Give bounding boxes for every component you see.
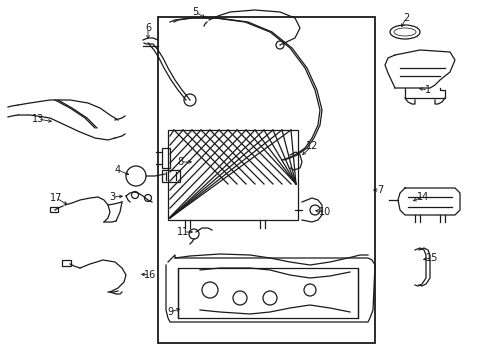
Text: 15: 15 [425,253,437,263]
Text: 4: 4 [115,165,121,175]
Text: 10: 10 [318,207,330,217]
Text: 14: 14 [416,192,428,202]
Bar [168,130,297,220]
Text: 3: 3 [109,192,115,202]
Text: 13: 13 [32,114,44,124]
Text: 11: 11 [177,227,189,237]
Bar [50,207,58,212]
Text: 8: 8 [177,157,183,167]
Text: 17: 17 [50,193,62,203]
Text: 9: 9 [166,307,173,317]
Bar [158,17,374,343]
Text: 1: 1 [424,85,430,95]
Bar [162,148,170,168]
Bar [178,268,357,318]
Text: 2: 2 [402,13,408,23]
Bar [162,170,180,182]
Bar [62,260,71,266]
Text: 16: 16 [143,270,156,280]
Text: 7: 7 [376,185,382,195]
Text: 12: 12 [305,141,318,151]
Text: 6: 6 [144,23,151,33]
Text: 5: 5 [191,7,198,17]
